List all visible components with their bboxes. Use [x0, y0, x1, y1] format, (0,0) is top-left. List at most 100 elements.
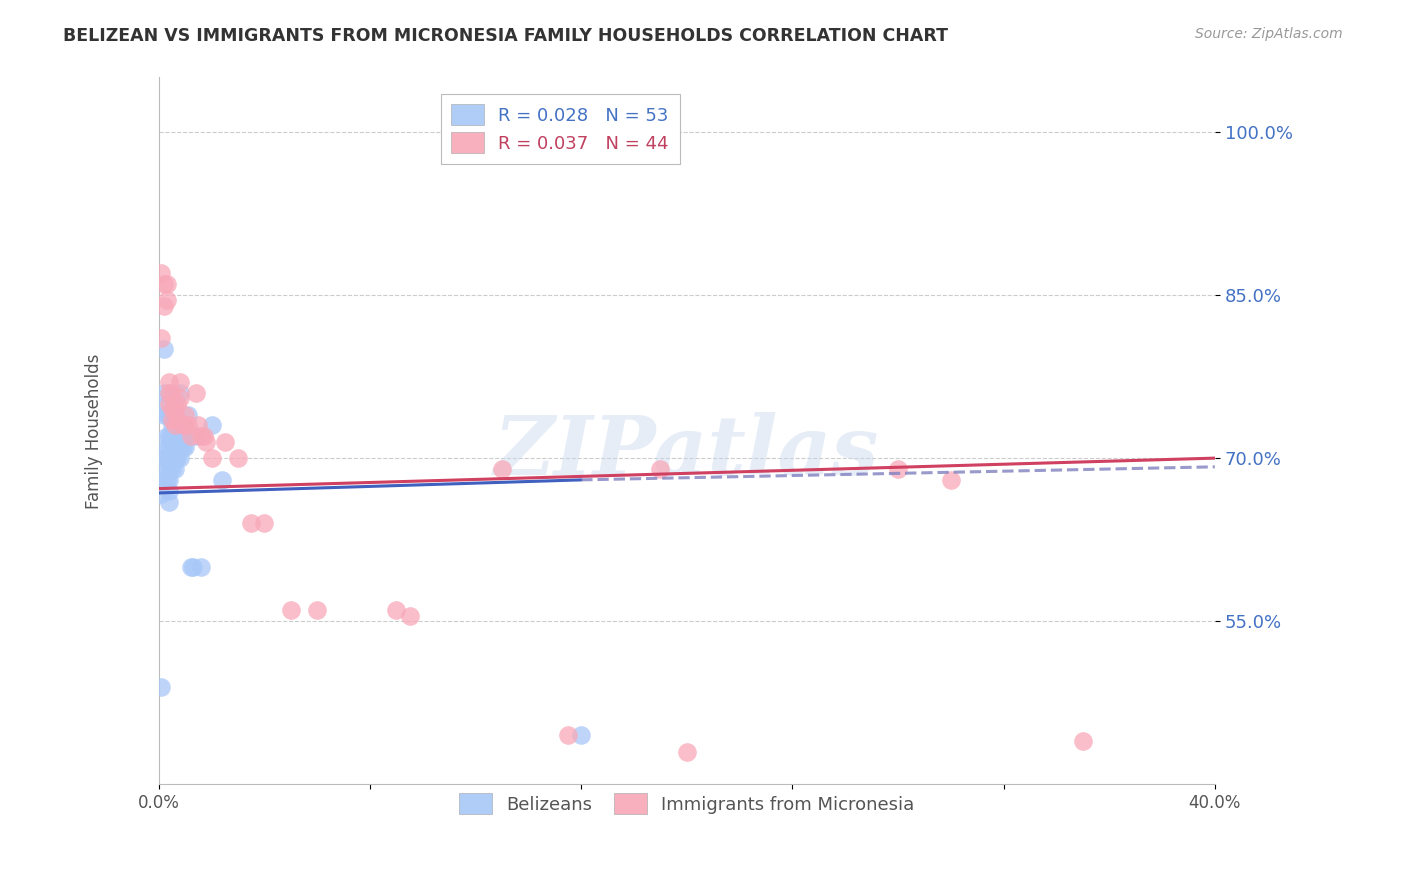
Point — [156, 473, 179, 487]
Point — [253, 516, 276, 531]
Point — [676, 745, 699, 759]
Point — [201, 451, 224, 466]
Point — [166, 440, 188, 454]
Point — [160, 418, 183, 433]
Point — [169, 385, 191, 400]
Point — [156, 429, 179, 443]
Point — [157, 408, 180, 422]
Point — [166, 429, 188, 443]
Point — [153, 473, 176, 487]
Point — [156, 440, 179, 454]
Point — [195, 434, 218, 449]
Point — [214, 434, 236, 449]
Point — [160, 402, 183, 417]
Point — [157, 397, 180, 411]
Point — [169, 429, 191, 443]
Point — [166, 413, 188, 427]
Point — [160, 462, 183, 476]
Point — [157, 375, 180, 389]
Point — [184, 385, 207, 400]
Text: Source: ZipAtlas.com: Source: ZipAtlas.com — [1195, 27, 1343, 41]
Point — [169, 375, 191, 389]
Point — [163, 462, 186, 476]
Legend: Belizeans, Immigrants from Micronesia: Belizeans, Immigrants from Micronesia — [449, 782, 925, 825]
Point — [156, 451, 179, 466]
Point — [280, 603, 302, 617]
Point — [150, 331, 173, 345]
Point — [160, 429, 183, 443]
Point — [557, 729, 579, 743]
Point — [180, 560, 202, 574]
Point — [153, 451, 176, 466]
Point — [157, 483, 180, 498]
Point — [1071, 734, 1094, 748]
Point — [157, 462, 180, 476]
Point — [157, 451, 180, 466]
Point — [174, 408, 197, 422]
Point — [157, 385, 180, 400]
Point — [157, 440, 180, 454]
Point — [172, 440, 194, 454]
Point — [190, 429, 212, 443]
Point — [160, 440, 183, 454]
Point — [166, 451, 188, 466]
Point — [153, 277, 176, 291]
Point — [150, 680, 173, 694]
Point — [169, 392, 191, 406]
Point — [156, 397, 179, 411]
Point — [174, 440, 197, 454]
Point — [163, 429, 186, 443]
Point — [887, 462, 910, 476]
Point — [153, 299, 176, 313]
Point — [181, 560, 204, 574]
Point — [153, 408, 176, 422]
Y-axis label: Family Households: Family Households — [86, 353, 103, 508]
Point — [153, 385, 176, 400]
Point — [240, 516, 263, 531]
Point — [201, 418, 224, 433]
Point — [157, 385, 180, 400]
Point — [163, 451, 186, 466]
Point — [156, 293, 179, 308]
Point — [163, 440, 186, 454]
Point — [569, 729, 592, 743]
Point — [226, 451, 249, 466]
Point — [156, 462, 179, 476]
Point — [180, 429, 202, 443]
Point — [190, 560, 212, 574]
Point — [163, 418, 186, 433]
Point — [650, 462, 672, 476]
Point — [172, 429, 194, 443]
Point — [177, 408, 200, 422]
Text: ZIPatlas: ZIPatlas — [494, 412, 880, 492]
Point — [160, 413, 183, 427]
Point — [157, 494, 180, 508]
Point — [153, 343, 176, 357]
Point — [157, 429, 180, 443]
Point — [491, 462, 513, 476]
Point — [163, 408, 186, 422]
Point — [160, 451, 183, 466]
Point — [187, 418, 209, 433]
Point — [169, 440, 191, 454]
Point — [174, 418, 197, 433]
Point — [211, 473, 233, 487]
Point — [163, 402, 186, 417]
Point — [160, 385, 183, 400]
Point — [150, 266, 173, 280]
Point — [193, 429, 215, 443]
Point — [150, 487, 173, 501]
Text: BELIZEAN VS IMMIGRANTS FROM MICRONESIA FAMILY HOUSEHOLDS CORRELATION CHART: BELIZEAN VS IMMIGRANTS FROM MICRONESIA F… — [63, 27, 948, 45]
Point — [163, 418, 186, 433]
Point — [174, 429, 197, 443]
Point — [385, 603, 408, 617]
Point — [156, 408, 179, 422]
Point — [156, 277, 179, 291]
Point — [398, 608, 420, 623]
Point — [177, 418, 200, 433]
Point — [307, 603, 329, 617]
Point — [157, 473, 180, 487]
Point — [169, 451, 191, 466]
Point — [172, 418, 194, 433]
Point — [184, 429, 207, 443]
